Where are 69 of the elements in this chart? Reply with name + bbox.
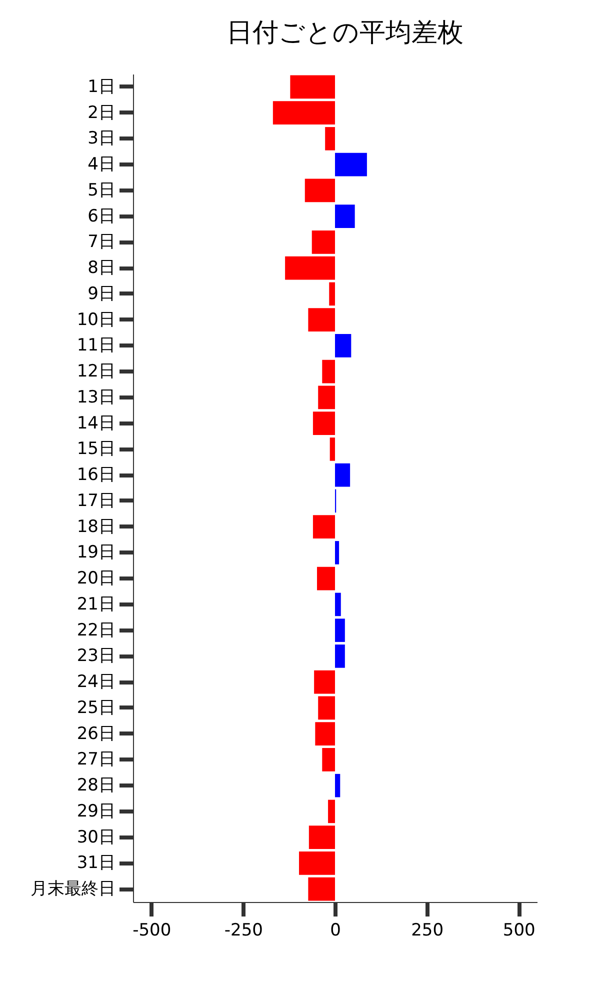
bar <box>272 101 335 124</box>
bar <box>317 566 335 590</box>
x-tick-label: -500 <box>132 920 172 940</box>
y-tick-label: 8日 <box>88 258 116 278</box>
y-tick-label: 11日 <box>76 336 116 356</box>
bar <box>325 127 335 150</box>
chart-title: 日付ごとの平均差枚 <box>226 18 464 48</box>
bar <box>335 204 355 228</box>
bar <box>335 152 367 176</box>
bar <box>312 412 335 435</box>
bar <box>315 722 335 746</box>
y-tick-label: 18日 <box>76 516 116 537</box>
x-tick-label: 250 <box>411 920 444 940</box>
y-tick-label: 20日 <box>76 568 116 589</box>
bar <box>290 75 335 99</box>
y-tick-label: 15日 <box>76 439 116 460</box>
y-tick-label: 6日 <box>88 206 116 226</box>
bar <box>318 696 335 720</box>
bar <box>308 826 335 849</box>
bar <box>308 877 335 901</box>
bar <box>335 334 352 358</box>
x-tick-label: 0 <box>330 920 341 940</box>
bar <box>322 360 335 384</box>
y-tick-label: 23日 <box>76 646 116 666</box>
bar <box>312 230 335 254</box>
y-tick-label: 3日 <box>88 128 116 149</box>
bar <box>335 541 340 564</box>
bar <box>285 256 335 280</box>
y-tick-label: 28日 <box>76 776 116 796</box>
y-tick-label: 30日 <box>76 827 116 848</box>
bar <box>335 774 340 798</box>
y-tick-label: 22日 <box>76 620 116 640</box>
x-tick-label: -250 <box>224 920 263 940</box>
bar <box>318 386 335 410</box>
y-tick-label: 26日 <box>76 724 116 744</box>
y-tick-label: 4日 <box>88 154 116 175</box>
bar <box>314 670 335 694</box>
bar <box>335 618 345 642</box>
y-tick-label: 24日 <box>76 672 116 692</box>
bar <box>335 644 345 668</box>
bar <box>330 438 335 461</box>
bar <box>308 308 335 332</box>
y-tick-label: 7日 <box>88 232 116 252</box>
y-tick-label: 1日 <box>88 76 116 97</box>
bar <box>299 852 335 875</box>
y-tick-label: 17日 <box>76 490 116 511</box>
bar <box>335 463 350 487</box>
y-tick-label: 12日 <box>76 362 116 382</box>
y-tick-label: 10日 <box>76 310 116 330</box>
x-tick-label: 500 <box>502 920 536 940</box>
bar <box>322 748 335 772</box>
y-tick-label: 13日 <box>76 387 116 408</box>
y-tick-label: 14日 <box>76 413 116 434</box>
bar <box>312 515 335 538</box>
y-tick-label: 5日 <box>88 180 116 200</box>
y-tick-label: 29日 <box>76 801 116 822</box>
y-tick-label: 19日 <box>76 542 116 563</box>
y-tick-label: 月末最終日 <box>30 879 116 900</box>
y-tick-label: 16日 <box>76 465 116 486</box>
y-tick-label: 2日 <box>88 102 116 123</box>
bar <box>304 178 335 202</box>
bar <box>329 282 335 306</box>
y-tick-label: 9日 <box>88 284 116 304</box>
y-tick-label: 21日 <box>76 594 116 614</box>
y-tick-label: 31日 <box>76 853 116 874</box>
bar <box>335 592 341 616</box>
y-tick-label: 25日 <box>76 698 116 718</box>
bar <box>328 800 335 824</box>
y-tick-label: 27日 <box>76 750 116 770</box>
